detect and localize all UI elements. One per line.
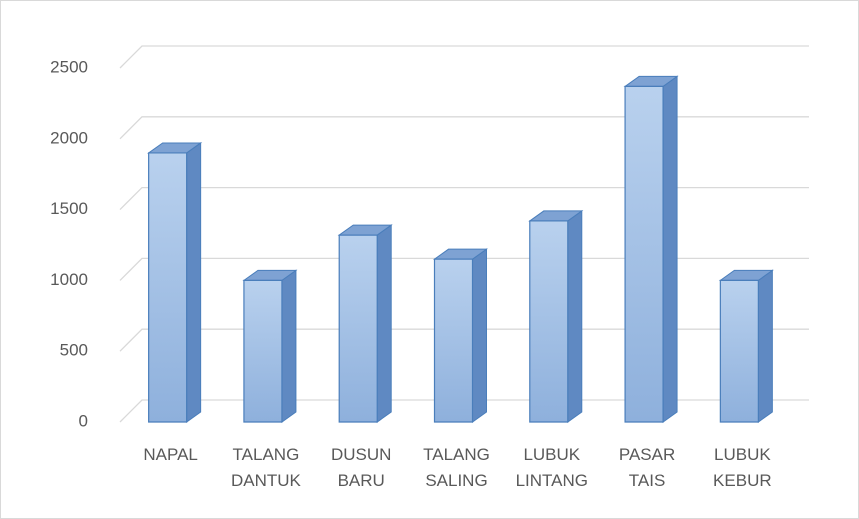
- bar-side: [281, 269, 297, 423]
- y-tick-label: 2000: [50, 128, 88, 147]
- bar: [432, 248, 489, 423]
- y-tick-label: 1000: [50, 270, 88, 289]
- bar-front: [148, 152, 188, 423]
- x-tick-label: TALANG DANTUK: [230, 445, 301, 490]
- bar-side: [567, 209, 583, 423]
- bar: [623, 75, 679, 423]
- bar-side: [376, 224, 392, 423]
- bar: [337, 224, 393, 423]
- grid-line: [119, 399, 809, 423]
- x-tick-label: NAPAL: [143, 445, 198, 464]
- bar-side: [662, 75, 678, 423]
- bar: [718, 269, 774, 423]
- y-tick-label: 0: [79, 411, 88, 430]
- bar-side: [472, 248, 487, 423]
- grid-line: [119, 45, 809, 69]
- bar-side: [186, 141, 202, 423]
- x-tick-label: LUBUK KEBUR: [713, 445, 772, 490]
- grid-line: [119, 257, 809, 281]
- grid-line: [119, 328, 809, 352]
- grid-line: [119, 186, 809, 211]
- bar-side: [757, 269, 773, 423]
- x-tick-label: PASAR TAIS: [618, 445, 676, 490]
- y-tick-label: 500: [60, 341, 88, 360]
- x-tick-label: TALANG SALING: [423, 445, 490, 490]
- bar: [528, 209, 584, 423]
- bar-front: [243, 279, 283, 423]
- bar-front: [338, 234, 378, 423]
- bar-front: [529, 220, 569, 423]
- bar: [147, 141, 203, 423]
- x-tick-label: DUSUN BARU: [330, 445, 392, 490]
- bar-front: [624, 85, 664, 423]
- x-tick-label: LUBUK LINTANG: [515, 445, 588, 490]
- y-tick-label: 1500: [50, 199, 88, 218]
- bar-front: [433, 258, 474, 423]
- bar-front: [719, 279, 759, 423]
- grid-line: [119, 116, 809, 140]
- bar: [242, 269, 298, 423]
- y-tick-label: 2500: [50, 57, 88, 76]
